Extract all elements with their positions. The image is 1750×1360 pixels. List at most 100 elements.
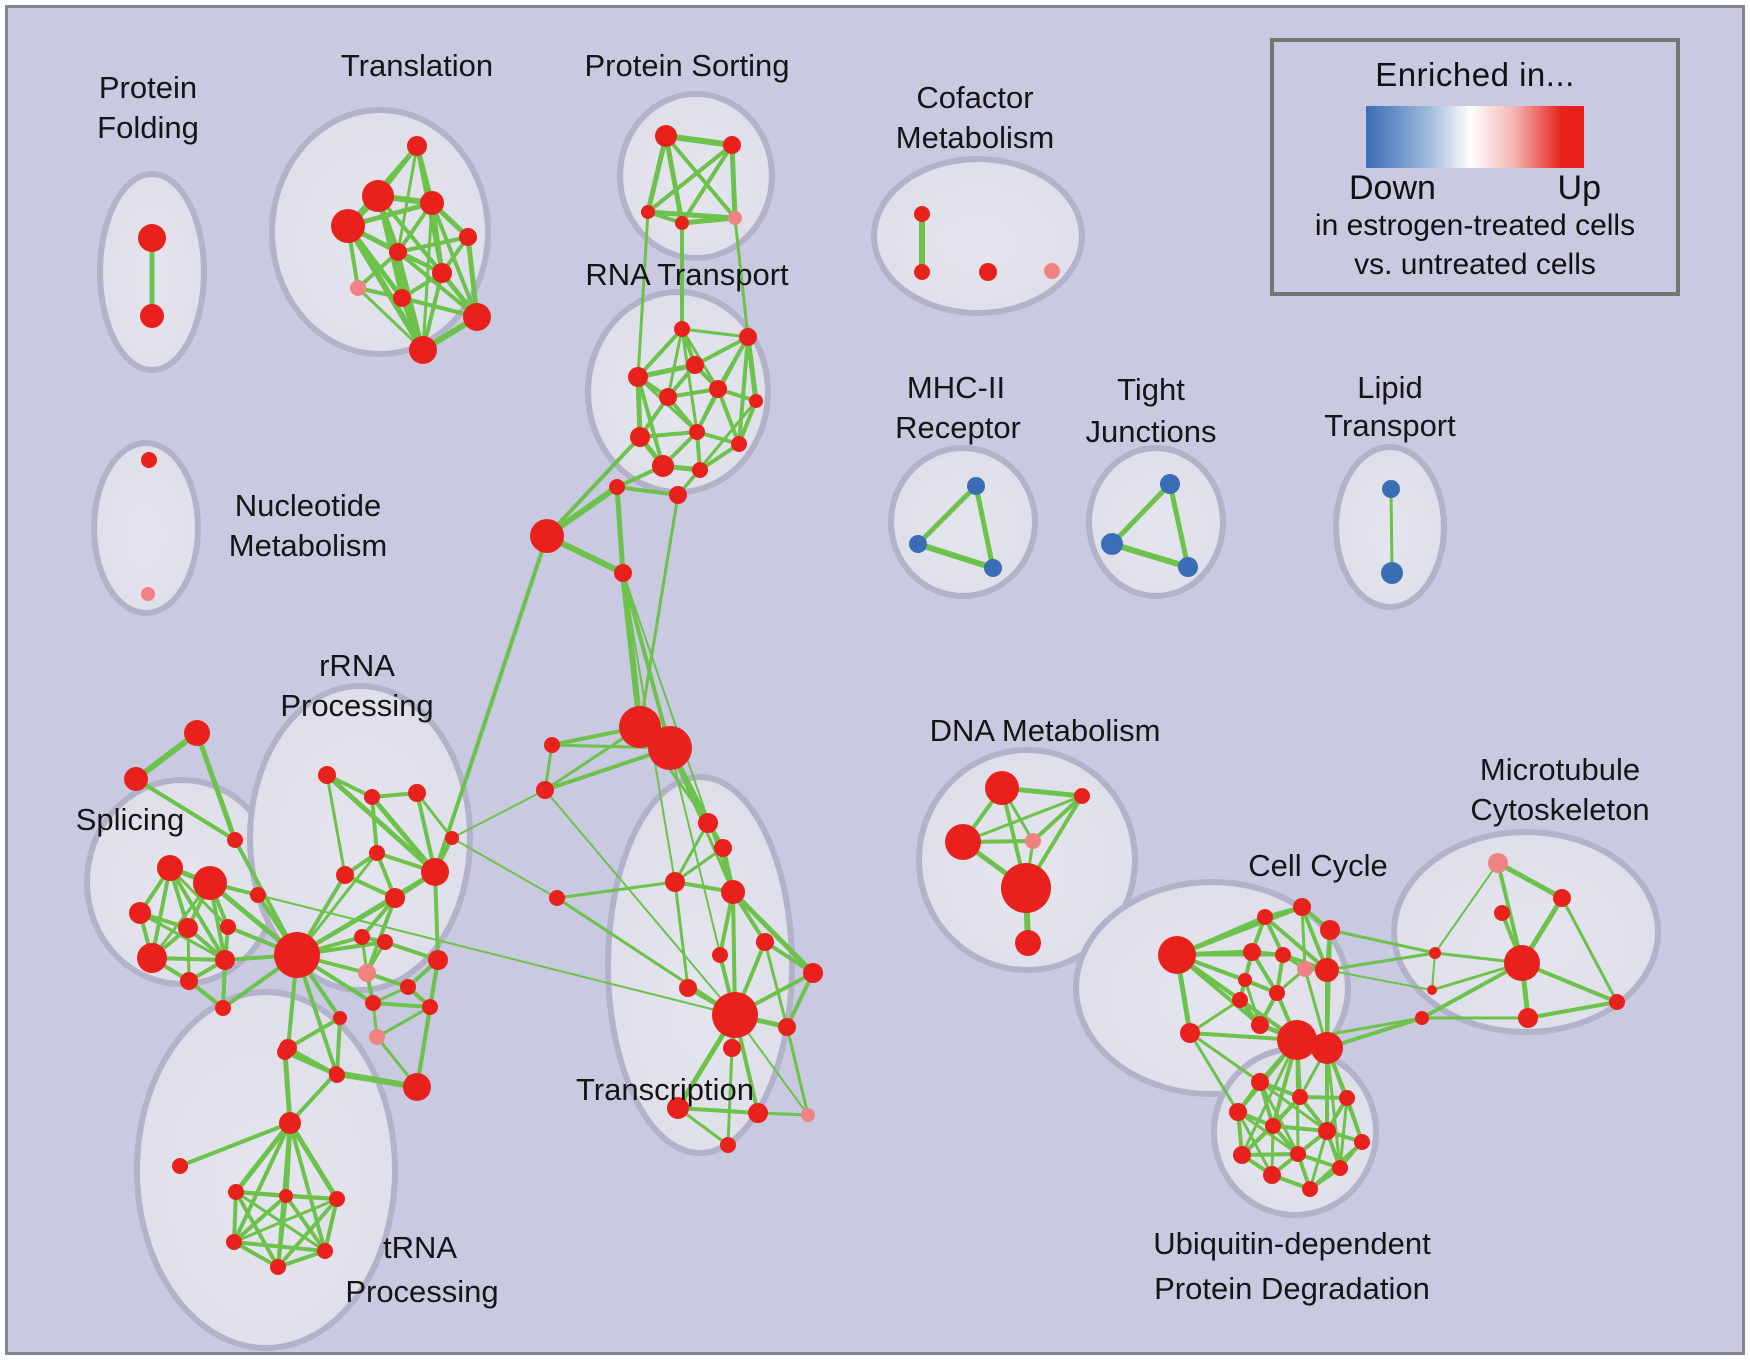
node-up bbox=[1251, 1073, 1269, 1091]
edge bbox=[729, 142, 738, 221]
edge bbox=[370, 795, 379, 855]
node-up bbox=[731, 436, 747, 452]
node-up bbox=[689, 424, 705, 440]
edge bbox=[324, 772, 438, 875]
node-up bbox=[1269, 985, 1285, 1001]
node-up bbox=[270, 1259, 286, 1275]
edge bbox=[973, 483, 996, 571]
node-up bbox=[723, 136, 741, 154]
node-up bbox=[914, 264, 930, 280]
node-up bbox=[364, 789, 380, 805]
cluster-label-dna-metabolism: DNA Metabolism bbox=[930, 713, 1161, 748]
edge bbox=[915, 541, 996, 571]
edge bbox=[1271, 1124, 1329, 1133]
node-up bbox=[1277, 1020, 1317, 1060]
edge bbox=[636, 210, 650, 379]
edge bbox=[763, 940, 789, 1029]
node-up bbox=[1232, 992, 1248, 1008]
cluster-label-nucleotide-metabolism: Nucleotide bbox=[235, 488, 381, 523]
node-up bbox=[140, 304, 164, 328]
node-up bbox=[389, 243, 407, 261]
edge bbox=[785, 1025, 810, 1117]
node-up bbox=[274, 932, 320, 978]
node-up bbox=[220, 919, 236, 935]
node-up bbox=[227, 832, 243, 848]
node-up bbox=[215, 1000, 231, 1016]
edge bbox=[636, 327, 684, 379]
node-up bbox=[1302, 1181, 1318, 1197]
node-up bbox=[641, 205, 655, 219]
node-up bbox=[1290, 1146, 1306, 1162]
node-up bbox=[1504, 945, 1540, 981]
edge bbox=[288, 1071, 338, 1125]
node-up bbox=[369, 845, 385, 861]
cluster-label-lipid-transport: Transport bbox=[1324, 408, 1456, 443]
edge bbox=[451, 789, 546, 839]
node-up-light bbox=[728, 211, 742, 225]
node-up bbox=[655, 125, 677, 147]
cluster-label-trna-processing: Processing bbox=[345, 1274, 498, 1309]
node-up bbox=[721, 880, 745, 904]
node-up bbox=[277, 1044, 293, 1060]
edge bbox=[1031, 794, 1084, 843]
node-up bbox=[226, 1234, 242, 1250]
node-up bbox=[709, 380, 727, 398]
edge bbox=[693, 335, 750, 367]
node-up bbox=[421, 858, 449, 886]
node-up bbox=[945, 824, 981, 860]
node-up bbox=[669, 486, 687, 504]
edge bbox=[645, 133, 669, 215]
edge bbox=[737, 335, 750, 446]
node-up bbox=[329, 1066, 343, 1080]
node-up bbox=[674, 321, 690, 337]
cluster-label-trna-processing: tRNA bbox=[383, 1230, 457, 1265]
edge bbox=[666, 327, 684, 399]
edge bbox=[323, 1197, 339, 1253]
cluster-label-splicing: Splicing bbox=[76, 802, 185, 837]
node-up bbox=[739, 328, 757, 346]
edge bbox=[745, 334, 759, 404]
edge bbox=[194, 730, 238, 843]
node-up bbox=[1427, 985, 1437, 995]
node-up bbox=[1293, 898, 1311, 916]
edge bbox=[1328, 928, 1437, 955]
node-up bbox=[544, 737, 560, 753]
node-up bbox=[675, 216, 689, 230]
node-down bbox=[1381, 562, 1403, 584]
edge bbox=[168, 866, 227, 962]
cluster-label-microtubule-cytoskeleton: Microtubule bbox=[1480, 752, 1640, 787]
cluster-label-mhc-ii-receptor: MHC-II bbox=[907, 370, 1005, 405]
cluster-label-translation: Translation bbox=[341, 48, 493, 83]
cluster-label-protein-sorting: Protein Sorting bbox=[584, 48, 789, 83]
edge bbox=[1434, 862, 1499, 954]
node-up bbox=[1339, 1090, 1355, 1106]
edge bbox=[232, 1121, 292, 1244]
edge bbox=[287, 1120, 340, 1202]
node-up bbox=[1415, 1011, 1429, 1025]
cluster-ellipse-mhc-ii-receptor bbox=[888, 445, 1038, 599]
node-up bbox=[1263, 1166, 1281, 1184]
edge bbox=[325, 773, 347, 877]
edge bbox=[257, 894, 736, 1016]
node-up bbox=[172, 1158, 188, 1174]
node-up bbox=[1233, 1146, 1251, 1164]
node-up bbox=[1292, 1089, 1308, 1105]
node-up bbox=[778, 1018, 796, 1036]
node-up bbox=[354, 929, 370, 945]
node-up bbox=[749, 394, 763, 408]
node-up bbox=[279, 1112, 301, 1134]
cluster-labels: Protein Folding Translation Protein Sorting… bbox=[76, 48, 1650, 1309]
edge bbox=[232, 1194, 288, 1244]
cluster-label-ubiquitin-dependent-protein-degradation: Protein Degradation bbox=[1154, 1271, 1430, 1306]
edge bbox=[615, 485, 680, 497]
edge bbox=[1325, 1016, 1424, 1050]
edge bbox=[345, 223, 426, 353]
node-up bbox=[665, 872, 685, 892]
legend-box: Enriched in... Down Up in estrogen-treat… bbox=[1270, 38, 1680, 296]
node-up bbox=[137, 943, 167, 973]
node-up-light bbox=[1297, 961, 1313, 977]
cluster-ellipse-nucleotide-metabolism bbox=[91, 440, 201, 616]
edge bbox=[276, 1194, 288, 1269]
cluster-label-microtubule-cytoskeleton: Cytoskeleton bbox=[1470, 792, 1649, 827]
